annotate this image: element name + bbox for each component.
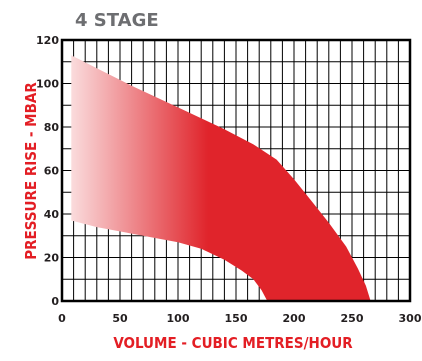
y-axis-label: PRESSURE RISE - MBAR <box>22 82 40 260</box>
plot-frame <box>60 38 412 303</box>
x-tick-label: 300 <box>399 312 422 325</box>
y-tick-label: 60 <box>44 165 60 178</box>
y-tick-label: 100 <box>36 78 59 91</box>
y-tick-label: 20 <box>44 252 60 265</box>
x-tick-label: 100 <box>167 312 190 325</box>
x-tick-label: 50 <box>112 312 128 325</box>
y-tick-label: 80 <box>44 121 60 134</box>
x-axis-ticks: 0 50 100 150 200 250 300 <box>58 312 422 325</box>
chart-title: 4 STAGE <box>75 10 159 31</box>
y-tick-label: 120 <box>36 34 59 47</box>
performance-band <box>71 55 371 302</box>
y-tick-label: 40 <box>44 208 60 221</box>
y-axis-ticks: 0 20 40 60 80 100 120 <box>36 34 59 308</box>
x-tick-label: 200 <box>283 312 306 325</box>
x-axis-label: VOLUME - CUBIC METRES/HOUR <box>113 334 353 352</box>
x-tick-label: 150 <box>225 312 248 325</box>
x-tick-label: 250 <box>341 312 364 325</box>
x-tick-label: 0 <box>58 312 66 325</box>
y-tick-label: 0 <box>51 295 59 308</box>
